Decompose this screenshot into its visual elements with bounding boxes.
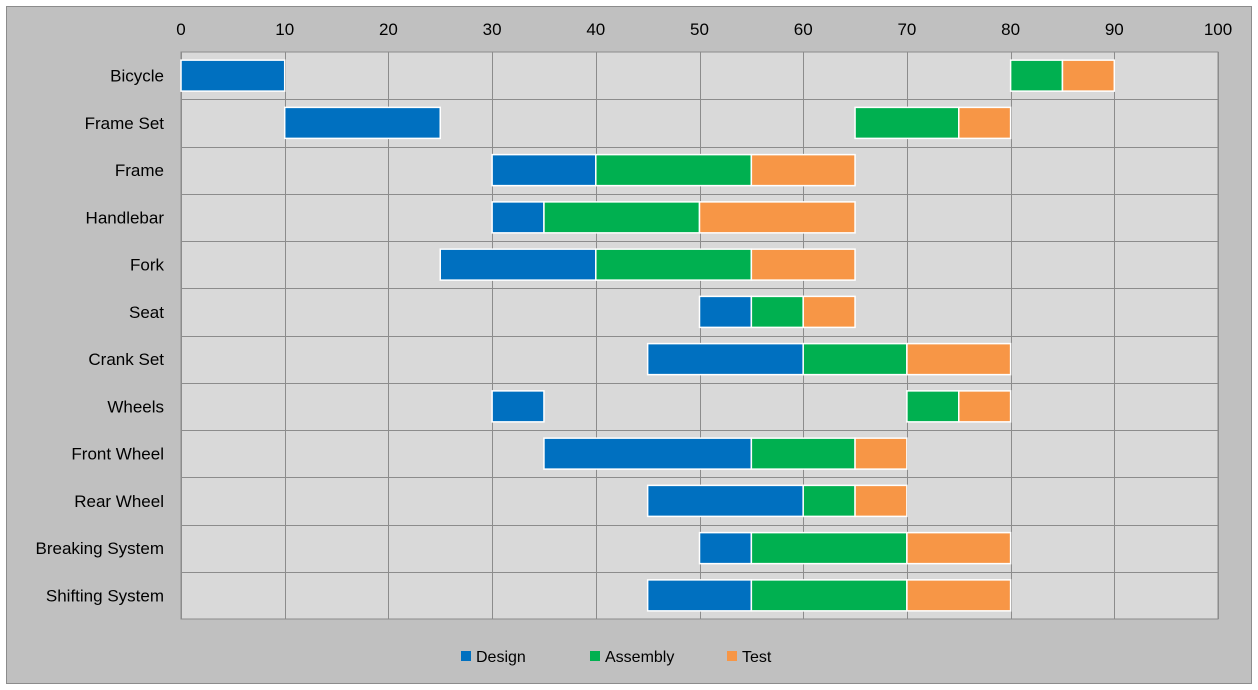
bar-test xyxy=(958,390,1012,423)
bar-design xyxy=(491,153,597,187)
bar-test xyxy=(958,106,1012,140)
x-tick-label: 10 xyxy=(275,20,294,39)
category-label: Bicycle xyxy=(110,67,164,86)
bar-test xyxy=(750,248,856,281)
legend-swatch xyxy=(727,651,737,661)
plot-background xyxy=(180,51,1219,620)
bar-assembly xyxy=(802,342,908,376)
plot-area xyxy=(180,51,1219,620)
x-tick-label: 90 xyxy=(1105,20,1124,39)
gridlines xyxy=(181,52,1219,619)
category-label: Frame xyxy=(115,161,164,180)
bar-design xyxy=(439,248,597,281)
x-tick-label: 20 xyxy=(379,20,398,39)
bar-design xyxy=(543,437,753,470)
category-labels: Bicycle Frame Set Frame Handlebar Fork Seat Cr… xyxy=(36,67,165,606)
legend-label: Assembly xyxy=(605,649,674,666)
bar-design xyxy=(646,342,804,376)
bar-design xyxy=(491,201,545,234)
category-label: Breaking System xyxy=(36,539,165,558)
x-axis-ticks: 0 10 20 30 40 50 60 70 80 90 100 xyxy=(176,20,1232,39)
bars xyxy=(180,59,1116,612)
category-label: Shifting System xyxy=(46,586,164,605)
x-tick-label: 50 xyxy=(690,20,709,39)
bar-design xyxy=(698,295,753,329)
category-label: Handlebar xyxy=(86,208,165,227)
x-tick-label: 100 xyxy=(1204,20,1232,39)
legend: Design Assembly Test xyxy=(461,649,772,666)
bar-test xyxy=(906,531,1012,565)
bar-test xyxy=(906,342,1012,376)
bar-assembly xyxy=(543,201,701,234)
category-label: Seat xyxy=(129,303,164,322)
x-tick-label: 70 xyxy=(897,20,916,39)
bar-design xyxy=(646,484,804,518)
category-label: Front Wheel xyxy=(71,445,164,464)
x-tick-label: 80 xyxy=(1001,20,1020,39)
bar-design xyxy=(646,579,753,612)
x-tick-label: 40 xyxy=(586,20,605,39)
bar-design xyxy=(283,106,442,140)
bar-test xyxy=(802,295,856,329)
x-tick-label: 60 xyxy=(794,20,813,39)
bar-assembly xyxy=(1009,59,1064,92)
bar-test xyxy=(698,201,856,234)
bar-assembly xyxy=(750,437,856,470)
bar-assembly xyxy=(750,295,804,329)
bar-assembly xyxy=(802,484,856,518)
bar-design xyxy=(491,390,545,423)
bar-assembly xyxy=(595,153,753,187)
bar-test xyxy=(906,579,1012,612)
bar-test xyxy=(750,153,856,187)
bar-test xyxy=(1061,59,1116,92)
x-tick-label: 30 xyxy=(483,20,502,39)
bar-design xyxy=(180,59,286,92)
bar-assembly xyxy=(595,248,753,281)
category-label: Wheels xyxy=(107,397,164,416)
x-tick-label: 0 xyxy=(176,20,185,39)
bar-assembly xyxy=(906,390,960,423)
bar-assembly xyxy=(750,579,908,612)
bar-design xyxy=(698,531,753,565)
category-label: Crank Set xyxy=(88,350,164,369)
category-label: Rear Wheel xyxy=(74,492,164,511)
bar-assembly xyxy=(750,531,908,565)
legend-label: Test xyxy=(742,649,772,666)
legend-swatch xyxy=(590,651,600,661)
bar-test xyxy=(854,437,908,470)
bar-test xyxy=(854,484,908,518)
legend-label: Design xyxy=(476,649,526,666)
category-label: Frame Set xyxy=(85,114,165,133)
legend-swatch xyxy=(461,651,471,661)
category-label: Fork xyxy=(130,256,165,275)
bar-assembly xyxy=(854,106,960,140)
